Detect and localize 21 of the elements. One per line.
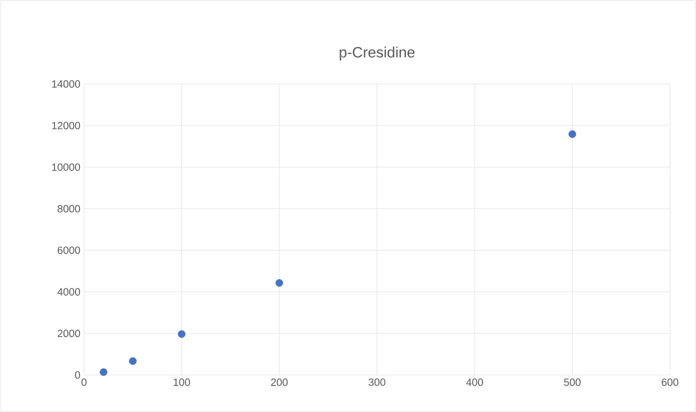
x-tick-label: 500 xyxy=(564,378,581,386)
y-tick-label: 10000 xyxy=(52,163,80,171)
x-tick-label: 100 xyxy=(174,378,190,386)
x-tick-label: 600 xyxy=(662,378,678,386)
y-tick-label: 4000 xyxy=(57,288,80,296)
y-tick-label: 12000 xyxy=(52,122,80,130)
point xyxy=(100,368,108,376)
point xyxy=(568,130,576,138)
y-tick-label: 8000 xyxy=(58,205,80,212)
chart-title: p-Cresidine xyxy=(340,46,415,60)
y-tick-label: 2000 xyxy=(58,330,80,338)
x-tick-label: 400 xyxy=(466,378,483,386)
point xyxy=(129,357,137,365)
x-tick-label: 300 xyxy=(368,378,386,386)
point xyxy=(178,330,186,338)
x-tick-label: 0 xyxy=(81,378,86,386)
y-tick-label: 6000 xyxy=(58,246,80,254)
x-tick-label: 200 xyxy=(271,378,288,386)
y-tick-label: 14000 xyxy=(52,80,80,88)
point xyxy=(276,279,284,287)
y-tick-label: 0 xyxy=(75,371,80,379)
